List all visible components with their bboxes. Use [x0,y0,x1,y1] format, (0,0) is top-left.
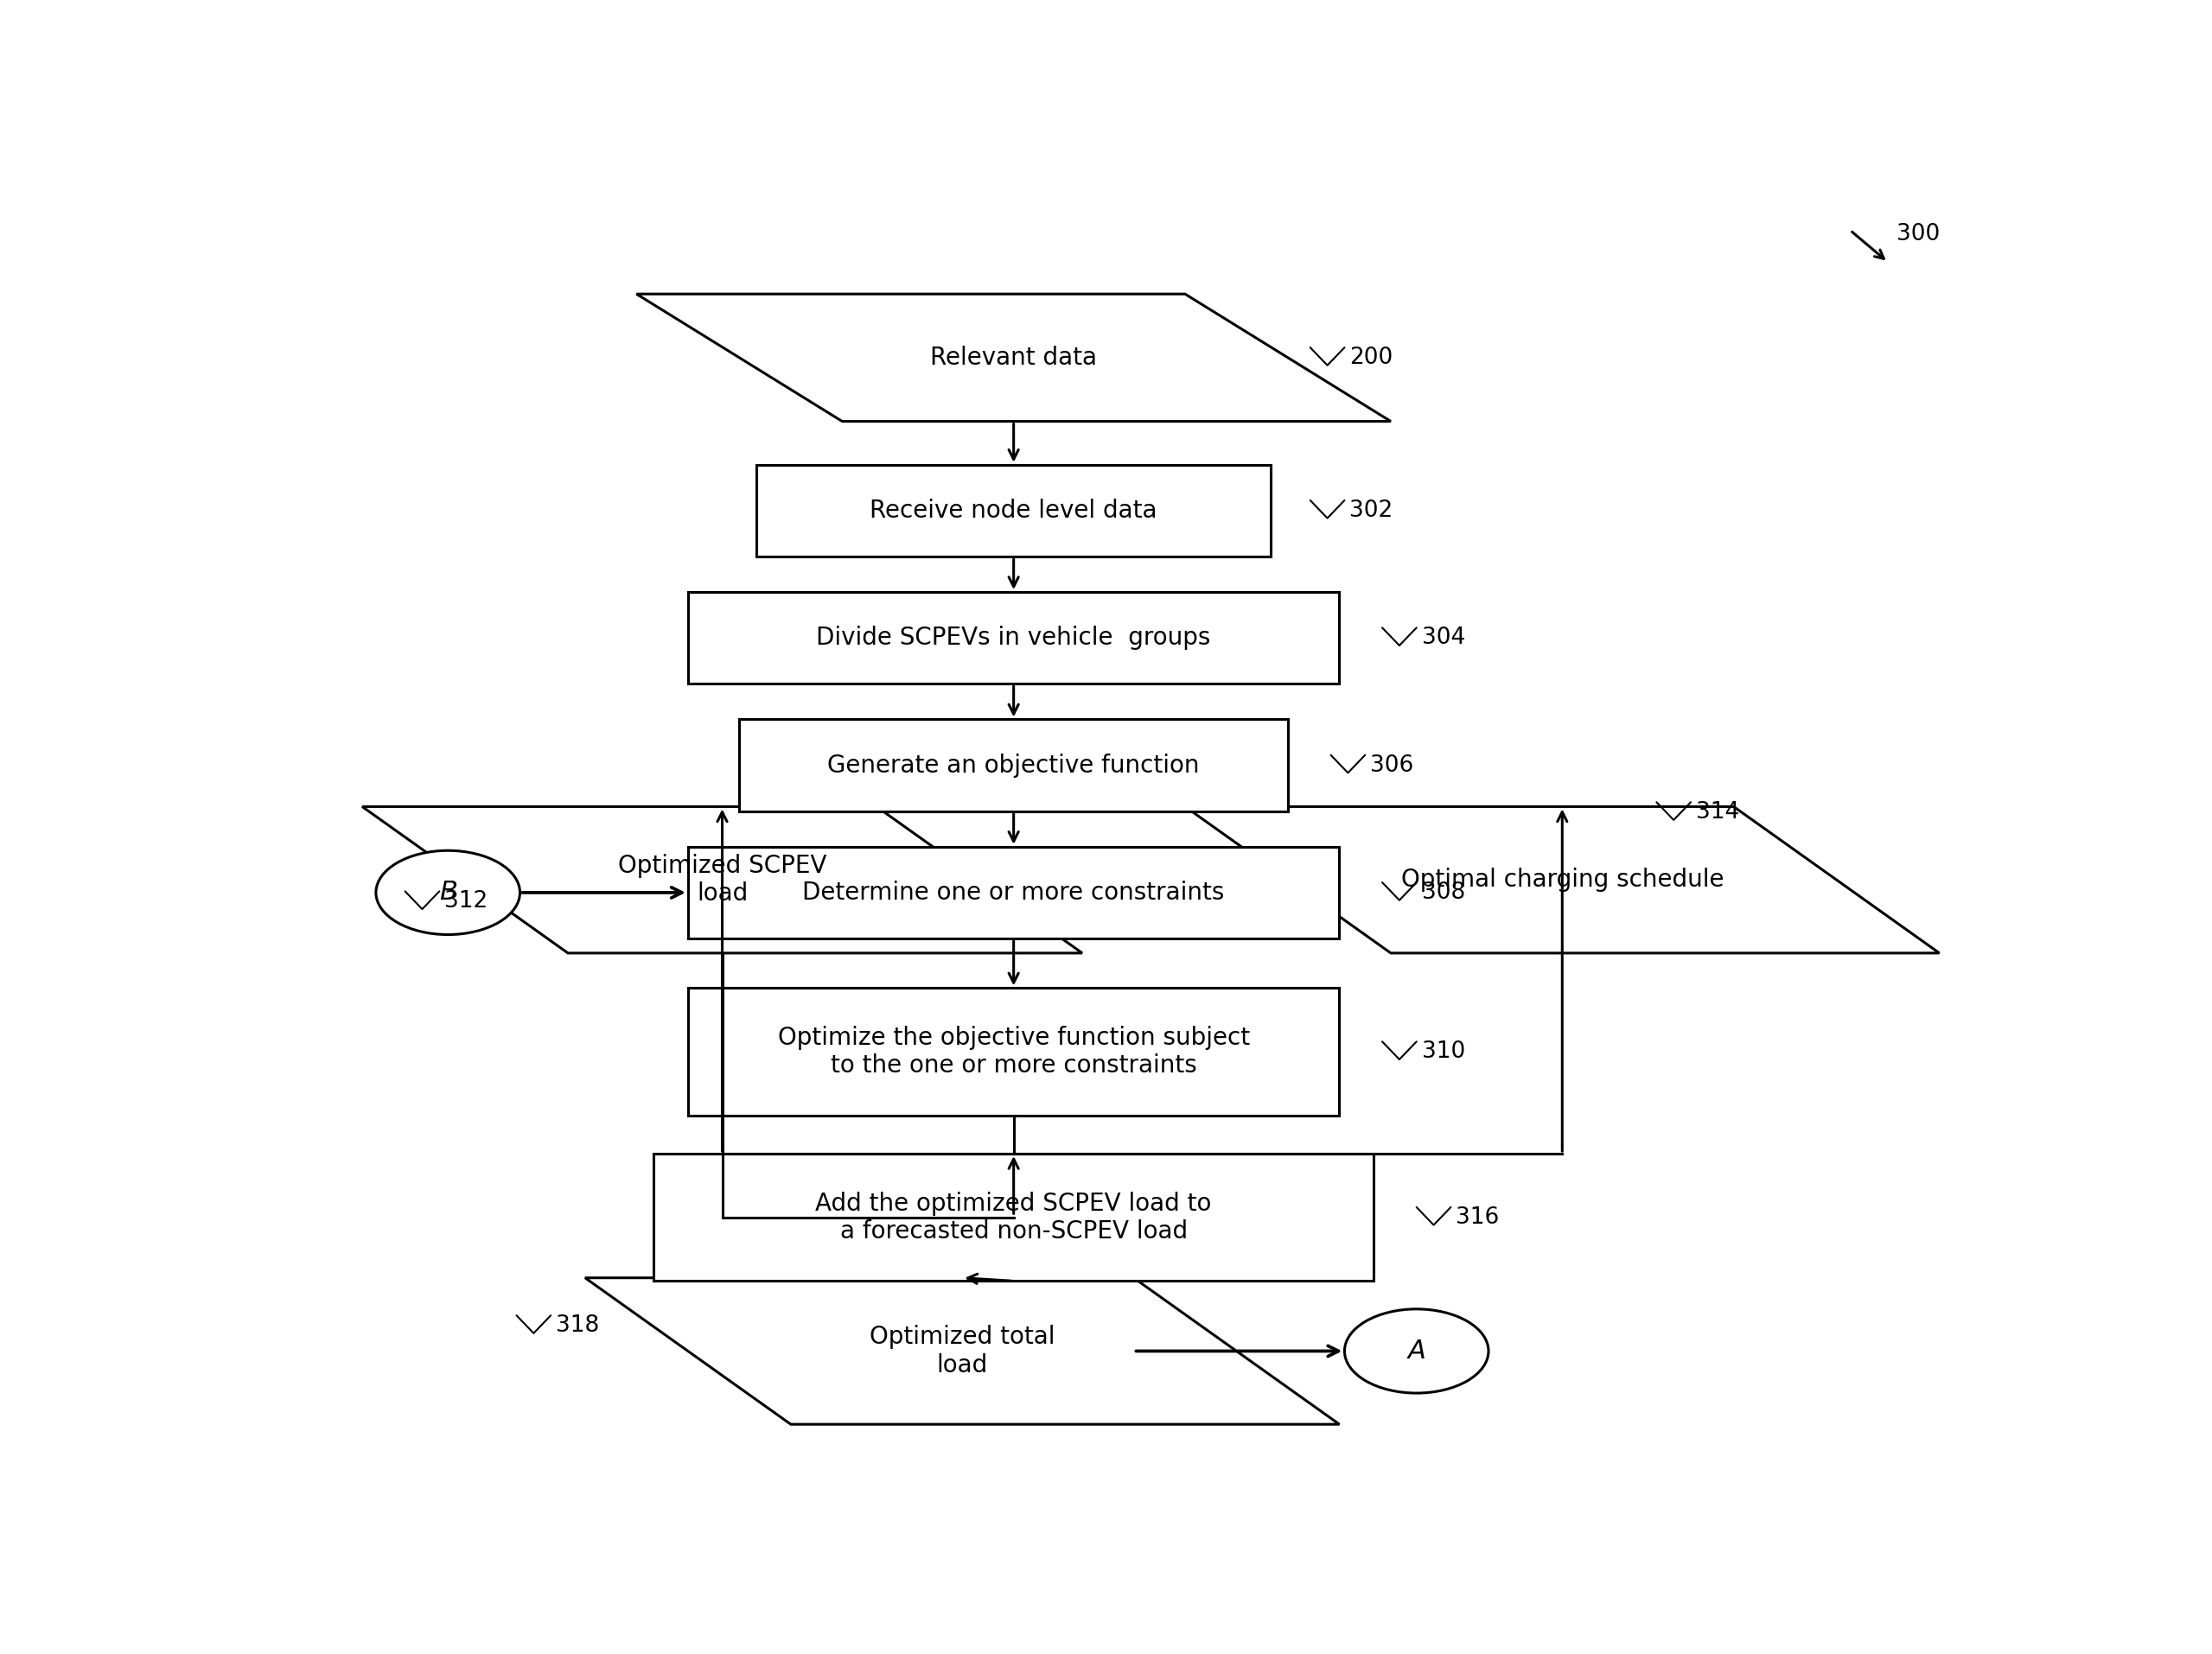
Polygon shape [584,1279,1340,1424]
Text: Optimize the objective function subject
to the one or more constraints: Optimize the objective function subject … [779,1025,1250,1078]
Text: Add the optimized SCPEV load to
a forecasted non-SCPEV load: Add the optimized SCPEV load to a foreca… [816,1191,1212,1244]
Bar [688,592,1338,683]
Text: 312: 312 [445,890,489,913]
Bar [688,847,1338,938]
Text: Optimal charging schedule: Optimal charging schedule [1400,868,1723,892]
Text: Divide SCPEVs in vehicle  groups: Divide SCPEVs in vehicle groups [816,625,1210,650]
Polygon shape [1186,807,1940,953]
Text: A: A [1407,1338,1425,1363]
Bar [757,465,1272,556]
Text: 304: 304 [1422,627,1464,648]
Bar [688,987,1338,1115]
Bar [739,719,1287,810]
Text: 310: 310 [1422,1040,1464,1064]
Text: 314: 314 [1697,801,1739,824]
Text: 306: 306 [1369,754,1413,776]
Text: 316: 316 [1455,1206,1500,1229]
Polygon shape [637,294,1391,422]
Text: Optimized total
load: Optimized total load [869,1325,1055,1378]
Text: 308: 308 [1422,882,1464,903]
Bar [655,1154,1374,1280]
Text: 200: 200 [1349,346,1394,369]
Text: Generate an objective function: Generate an objective function [827,753,1199,777]
Ellipse shape [1345,1308,1489,1393]
Text: 302: 302 [1349,500,1394,521]
Text: Relevant data: Relevant data [931,346,1097,370]
Text: Receive node level data: Receive node level data [869,498,1157,523]
Text: 318: 318 [555,1315,599,1336]
Text: 300: 300 [1896,223,1940,245]
Polygon shape [363,807,1082,953]
Ellipse shape [376,850,520,935]
Text: Optimized SCPEV
load: Optimized SCPEV load [617,853,827,906]
Text: Determine one or more constraints: Determine one or more constraints [803,880,1225,905]
Text: B: B [438,880,458,905]
